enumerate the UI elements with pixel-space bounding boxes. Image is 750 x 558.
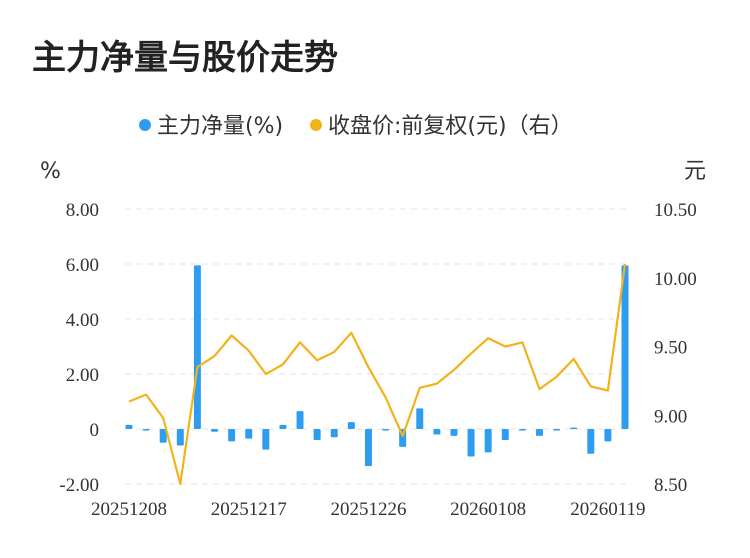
right-tick-label: 10.00 [654,269,697,290]
net-volume-bar [570,427,578,430]
net-volume-bar [142,429,150,431]
legend-line-label: 收盘价:前复权(元)（右） [328,114,573,139]
left-tick-label: -2.00 [59,475,99,496]
legend: 主力净量(%) 收盘价:前复权(元)（右） [139,114,573,139]
x-tick-label: 20251226 [330,499,406,520]
net-volume-bar [484,429,492,453]
net-volume-bar [228,429,236,442]
net-volume-bar [279,424,287,429]
net-volume-bar [450,429,458,436]
chart-title: 主力净量与股价走势 [32,38,338,78]
net-volume-bar [313,429,321,440]
right-tick-label: 9.50 [654,338,687,359]
line-series [128,263,627,486]
net-volume-bar [176,429,184,446]
x-ticks: 20251208 20251217 20251226 20260108 20260119 [91,499,646,520]
net-volume-bar [382,429,390,431]
grid-lines [125,208,628,485]
x-tick-label: 20251208 [91,499,167,520]
right-y-ticks: 8.50 9.00 9.50 10.00 10.50 [654,200,697,496]
close-price-line [128,263,627,486]
left-tick-label: 6.00 [66,255,99,276]
net-volume-bar [621,265,629,429]
legend-bar-label: 主力净量(%) [157,114,283,139]
net-volume-bar [416,408,424,429]
net-volume-bar [330,429,338,438]
bar-series [125,265,629,467]
left-tick-label: 8.00 [66,200,99,221]
net-volume-bar [433,429,441,435]
net-volume-bar [262,429,270,450]
right-axis-unit: 元 [684,159,706,184]
left-tick-label: 2.00 [66,365,99,386]
net-volume-bar [518,429,526,431]
left-tick-label: 4.00 [66,310,99,331]
net-volume-bar [604,429,612,442]
left-y-ticks: -2.00 0 2.00 4.00 6.00 8.00 [59,200,99,496]
net-volume-bar [211,429,219,432]
right-tick-label: 10.50 [654,200,697,221]
x-tick-label: 20260108 [450,499,526,520]
net-volume-bar [125,424,133,429]
legend-bar-marker [139,119,151,131]
net-volume-bar [587,429,595,454]
x-tick-label: 20260119 [570,499,645,520]
net-volume-bar [501,429,509,440]
net-volume-bar [159,429,167,443]
x-tick-label: 20251217 [211,499,287,520]
left-axis-unit: % [40,159,61,184]
net-volume-bar [347,422,355,429]
net-volume-bar [245,429,253,439]
net-volume-bar [364,429,372,467]
net-volume-bar [296,411,304,429]
net-volume-bar [535,429,543,436]
left-tick-label: 0 [90,420,100,441]
net-volume-bar [193,265,201,429]
legend-line-marker [310,119,322,131]
net-volume-bar [467,429,475,457]
right-tick-label: 8.50 [654,475,687,496]
net-volume-bar [553,429,561,431]
right-tick-label: 9.00 [654,406,687,427]
